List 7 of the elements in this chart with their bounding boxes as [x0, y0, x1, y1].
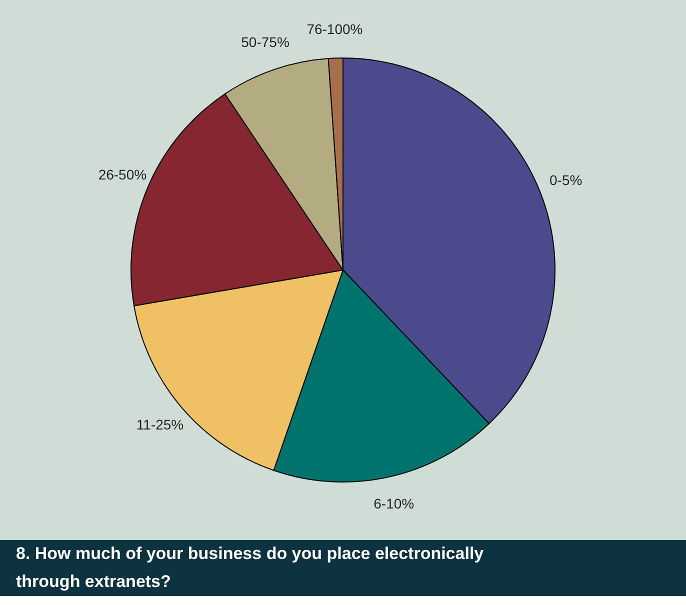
slice-label: 76-100% — [306, 21, 363, 38]
slice-label: 11-25% — [136, 416, 184, 432]
text: 8. How much of your business do you place electronically through extranets? — [16, 544, 484, 591]
slice-label: 50-75% — [241, 34, 290, 50]
slice-label: 26-50% — [98, 166, 147, 182]
slice-label: 0-5% — [550, 172, 582, 188]
slice-label: 6-10% — [374, 496, 414, 512]
